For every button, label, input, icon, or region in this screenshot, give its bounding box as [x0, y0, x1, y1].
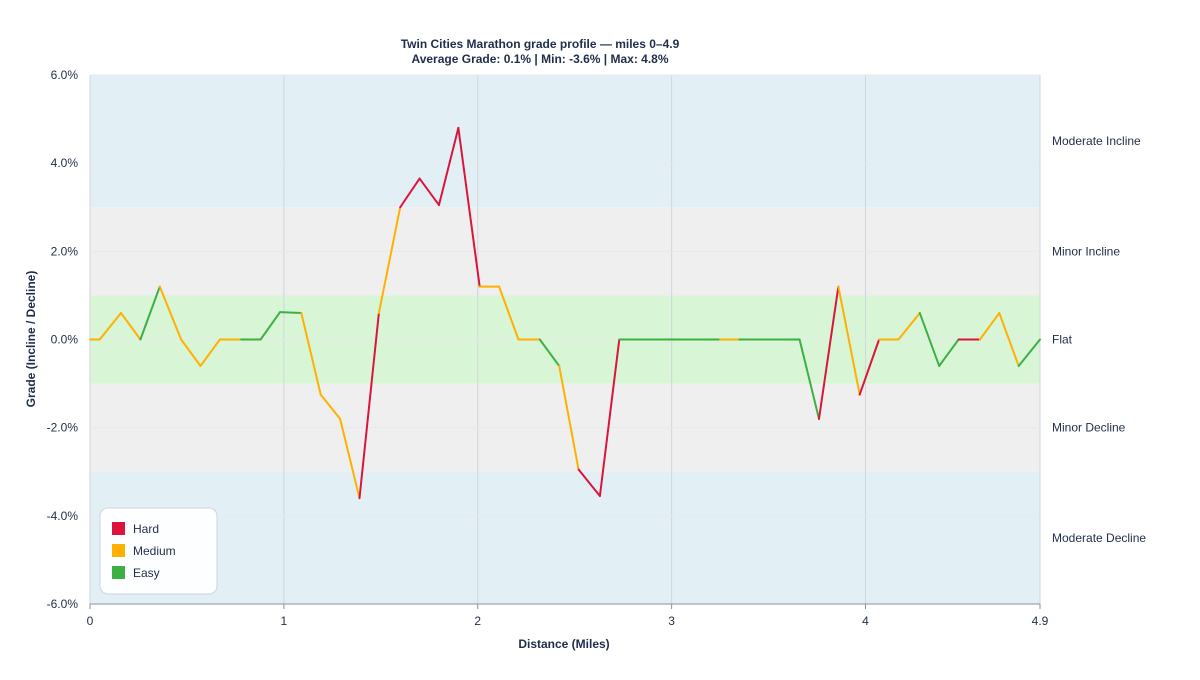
x-tick-label-1: 1	[281, 614, 288, 628]
line-segment-0-11	[300, 312, 322, 396]
line-segment-0-13	[339, 417, 361, 500]
chart-title: Twin Cities Marathon grade profile — mil…	[401, 37, 680, 51]
legend-box	[99, 507, 218, 595]
y-tick-label-1: 4.0%	[51, 156, 79, 170]
line-segment-0-38	[837, 285, 861, 396]
line-segment-0-15	[377, 206, 402, 315]
line-segment-0-3	[139, 285, 161, 341]
line-segment-0-23	[538, 338, 561, 367]
y-tick-label-4: -2.0%	[47, 421, 79, 435]
line-segment-0-18	[437, 126, 460, 207]
line-segment-0-12	[319, 393, 342, 420]
band-label-4: Moderate Decline	[1052, 531, 1146, 545]
y-tick-label-5: -4.0%	[47, 509, 79, 523]
x-axis-title: Distance (Miles)	[518, 637, 609, 651]
y-tick-label-0: 6.0%	[51, 68, 79, 82]
line-segment-0-2	[120, 312, 142, 341]
y-axis-title: Grade (Incline / Decline)	[24, 271, 38, 408]
y-tick-label-3: 0.0%	[51, 333, 79, 347]
grid	[89, 74, 1041, 605]
line-segment-0-17	[418, 177, 440, 207]
band-label-0: Moderate Incline	[1052, 134, 1141, 148]
band-labels: Moderate Incline Minor Incline Flat Minor D…	[1052, 134, 1146, 545]
band-label-2: Flat	[1052, 333, 1073, 347]
grade-line	[89, 126, 1041, 500]
line-segment-0-26	[598, 338, 621, 497]
chart-subtitle: Average Grade: 0.1% | Min: -3.6% | Max: …	[411, 52, 668, 66]
line-segment-0-14	[358, 312, 380, 500]
band-label-3: Minor Decline	[1052, 421, 1126, 435]
y-tick-label-6: -6.0%	[47, 597, 79, 611]
legend-label-medium: Medium	[133, 544, 176, 558]
legend: Hard Medium Easy	[99, 507, 218, 595]
line-segment-0-4	[158, 285, 183, 341]
line-segment-0-36	[798, 338, 820, 420]
line-segment-0-16	[399, 177, 421, 209]
x-tick-label-5: 4.9	[1032, 614, 1049, 628]
line-segment-0-24	[558, 364, 580, 471]
line-segment-0-43	[938, 338, 960, 367]
band-0	[90, 75, 1040, 208]
line-segment-0-10	[279, 311, 303, 315]
line-segment-0-41	[897, 312, 921, 341]
line-segment-0-42	[918, 312, 941, 367]
line-segment-0-46	[998, 312, 1020, 367]
line-segment-0-6	[199, 338, 221, 367]
line-segment-0-39	[858, 338, 881, 396]
y-tick-label-2: 2.0%	[51, 244, 79, 258]
line-segment-0-47	[1017, 338, 1041, 367]
line-segment-0-5	[180, 338, 202, 367]
legend-swatch-easy	[112, 566, 125, 579]
legend-swatch-hard	[112, 522, 125, 535]
line-segment-0-9	[259, 311, 281, 341]
legend-label-easy: Easy	[133, 566, 160, 580]
line-segment-0-45	[978, 312, 1001, 341]
band-label-1: Minor Incline	[1052, 244, 1120, 258]
axes: 0 1 2 3 4 4.9 6.0% 4.0% 2.0% 0.0% -2.0% -4.0% -6.0%	[47, 68, 1049, 628]
line-segment-0-25	[577, 468, 601, 497]
line-segment-0-19	[457, 126, 481, 288]
legend-label-hard: Hard	[133, 522, 159, 536]
line-segment-0-21	[498, 285, 520, 341]
x-tick-label-3: 3	[668, 614, 675, 628]
line-segment-0-1	[98, 312, 123, 341]
legend-swatch-medium	[112, 544, 125, 557]
x-tick-label-2: 2	[474, 614, 481, 628]
x-tick-label-0: 0	[87, 614, 94, 628]
x-tick-label-4: 4	[862, 614, 869, 628]
line-segment-0-37	[817, 285, 840, 420]
band-4	[90, 471, 1040, 604]
